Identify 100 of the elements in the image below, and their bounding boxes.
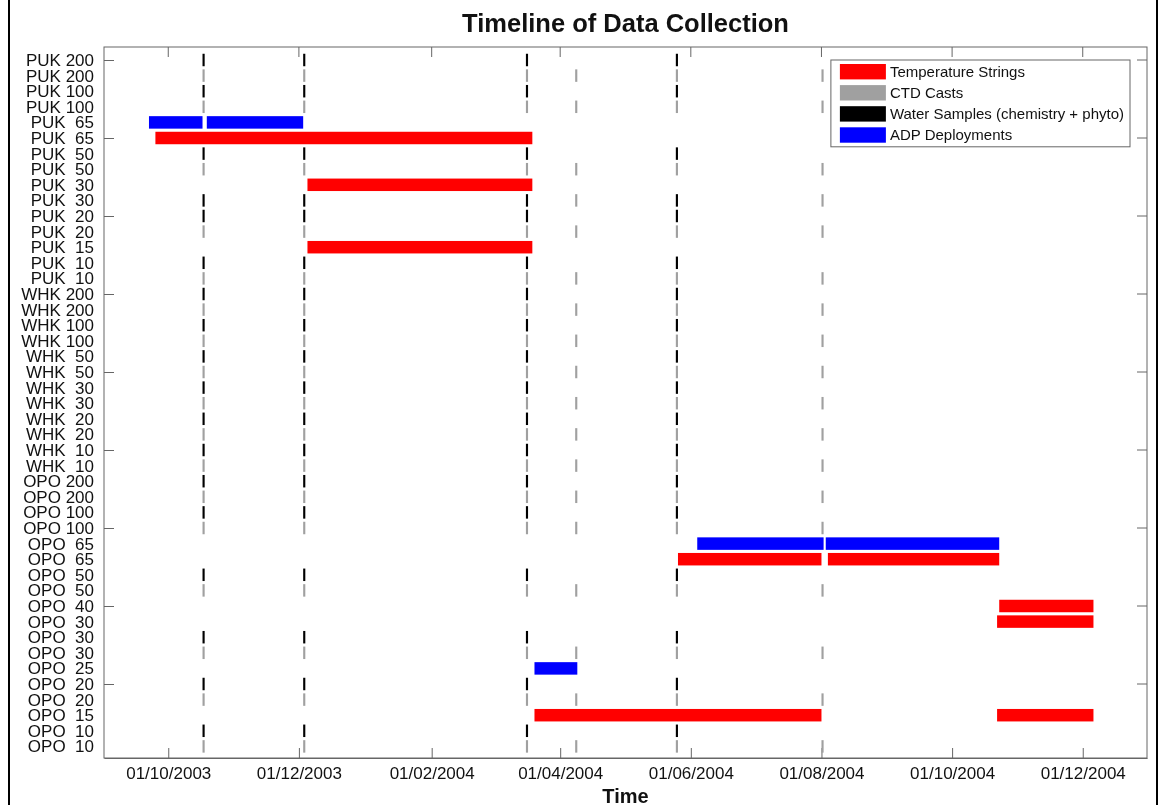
bar <box>675 693 678 706</box>
bar <box>307 178 533 192</box>
x-tick-label: 01/08/2004 <box>779 764 865 784</box>
bar <box>821 162 824 176</box>
bar <box>202 740 205 753</box>
x-tick-label: 01/06/2004 <box>648 764 734 784</box>
bar <box>675 740 678 753</box>
bar <box>675 194 678 207</box>
bar <box>525 693 529 706</box>
bar <box>575 69 578 82</box>
bar <box>825 537 1000 550</box>
bar <box>675 147 678 160</box>
bar <box>821 225 824 238</box>
bar <box>303 350 306 363</box>
bar <box>202 381 205 394</box>
bar <box>525 350 529 363</box>
bar <box>821 693 824 706</box>
bar <box>525 225 529 238</box>
bar <box>202 428 205 441</box>
bar <box>525 740 529 753</box>
bar <box>575 459 578 472</box>
bar <box>525 506 529 519</box>
bar <box>202 584 205 597</box>
bar <box>303 459 306 472</box>
bar <box>821 303 824 316</box>
bar <box>303 272 306 285</box>
bar <box>303 740 306 753</box>
bar <box>303 194 306 207</box>
bar <box>677 552 822 566</box>
bar <box>202 303 205 316</box>
bar <box>675 225 678 238</box>
bar <box>202 147 205 160</box>
bar <box>303 69 306 82</box>
bar <box>202 350 205 363</box>
bar <box>821 100 824 114</box>
legend-label: Temperature Strings <box>889 62 1025 80</box>
bar <box>534 662 578 675</box>
bar <box>821 396 824 410</box>
bar <box>303 381 306 394</box>
bar <box>575 740 578 753</box>
bar <box>575 303 578 316</box>
bar <box>202 506 205 519</box>
bar <box>303 428 306 441</box>
bar <box>575 194 578 207</box>
bar <box>525 194 529 207</box>
bar <box>525 584 529 597</box>
bar <box>307 240 533 254</box>
bar <box>303 225 306 238</box>
bar <box>821 194 824 207</box>
x-tick-label: 01/12/2003 <box>256 764 342 784</box>
bar <box>997 708 1094 722</box>
bar <box>999 599 1094 613</box>
bar <box>525 303 529 316</box>
legend-label: Water Samples (chemistry + phyto) <box>889 105 1124 123</box>
bar <box>997 615 1094 628</box>
bar <box>575 225 578 238</box>
bar <box>202 459 205 472</box>
bar <box>827 552 1000 566</box>
bar <box>821 459 824 472</box>
x-axis-title: Time <box>602 785 649 805</box>
bar <box>525 69 529 82</box>
x-tick-label: 01/12/2004 <box>1040 764 1126 784</box>
chart-title: Timeline of Data Collection <box>462 9 789 37</box>
bar <box>525 428 529 441</box>
bar <box>303 506 306 519</box>
bar <box>575 272 578 285</box>
bar <box>202 69 205 82</box>
bar <box>675 584 678 597</box>
bar <box>575 693 578 706</box>
bar <box>821 428 824 441</box>
x-tick-label: 01/02/2004 <box>389 764 475 784</box>
bar <box>148 116 203 129</box>
bar <box>821 740 824 753</box>
bar <box>202 272 205 285</box>
bar <box>202 194 205 207</box>
bar <box>821 365 824 379</box>
bar <box>525 147 529 160</box>
x-tick-label: 01/10/2004 <box>910 764 996 784</box>
bar <box>675 303 678 316</box>
bar <box>525 381 529 394</box>
bar <box>821 646 824 660</box>
bar <box>303 693 306 706</box>
legend-label: CTD Casts <box>889 84 964 102</box>
x-tick-label: 01/10/2003 <box>126 764 212 784</box>
bar <box>821 334 824 348</box>
bar <box>303 584 306 597</box>
bar <box>303 147 306 160</box>
legend-label: ADP Deployments <box>889 126 1013 144</box>
bar <box>202 693 205 706</box>
bar <box>675 69 678 82</box>
bar <box>675 506 678 519</box>
bar <box>821 490 824 504</box>
x-tick-label: 01/04/2004 <box>518 764 604 784</box>
bar <box>155 131 533 145</box>
bar <box>575 428 578 441</box>
bar <box>206 116 304 129</box>
bar <box>675 428 678 441</box>
bar <box>675 272 678 285</box>
bar <box>675 459 678 472</box>
bar <box>675 350 678 363</box>
